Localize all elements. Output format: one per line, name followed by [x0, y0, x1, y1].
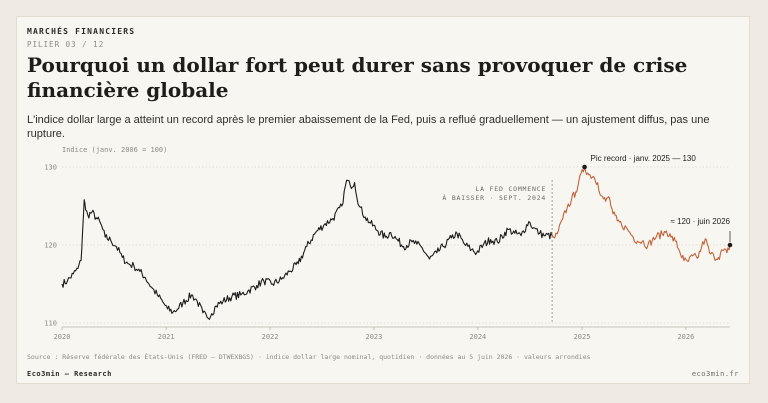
series-lines	[61, 166, 731, 320]
y-tick-label-120: 120	[44, 242, 57, 250]
y-tick-label-130: 130	[44, 164, 57, 172]
x-tick-label-2026: 2026	[677, 333, 694, 341]
x-tick-label-2024: 2024	[469, 333, 486, 341]
x-tick-label-2020: 2020	[54, 333, 71, 341]
brand-label: Eco3min — Research	[27, 370, 112, 378]
end-annotation: ≈ 120 · juin 2026	[670, 217, 730, 226]
peak-annotation: Pic record · janv. 2025 — 130	[591, 154, 697, 163]
x-tick-label-2023: 2023	[366, 333, 383, 341]
event-label-line-1: LA FED COMMENCE	[475, 185, 546, 193]
x-tick-labels: 2020 2021 2022 2023 2024 2025 2026	[54, 327, 694, 341]
source-note: Source : Réserve fédérale des États-Unis…	[27, 353, 591, 361]
fed-event-marker: LA FED COMMENCE À BAISSER · SEPT. 2024	[442, 180, 553, 323]
gridlines	[62, 166, 730, 328]
y-axis-label: Indice (janv. 2006 = 100)	[62, 146, 167, 154]
site-link[interactable]: eco3min.fr	[691, 370, 739, 378]
chart-card: MARCHÉS FINANCIERS PILIER 03 / 12 Pourqu…	[16, 16, 750, 384]
chart-subtitle: L'indice dollar large a atteint un recor…	[27, 114, 710, 140]
chart-title: Pourquoi un dollar fort peut durer sans …	[27, 53, 688, 102]
x-tick-label-2021: 2021	[158, 333, 175, 341]
pillar-label: PILIER 03 / 12	[27, 40, 105, 49]
series-line-before	[61, 179, 553, 320]
x-tick-label-2025: 2025	[574, 333, 591, 341]
y-tick-label-110: 110	[44, 320, 57, 328]
section-kicker: MARCHÉS FINANCIERS	[27, 27, 136, 36]
annotations: Pic record · janv. 2025 — 130 ≈ 120 · ju…	[582, 154, 733, 248]
y-tick-labels: 110 120 130	[44, 164, 57, 328]
event-label-line-2: À BAISSER · SEPT. 2024	[442, 193, 546, 202]
end-marker	[727, 242, 733, 248]
series-line-after	[551, 166, 731, 262]
x-tick-label-2022: 2022	[262, 333, 279, 341]
peak-marker	[582, 164, 587, 170]
